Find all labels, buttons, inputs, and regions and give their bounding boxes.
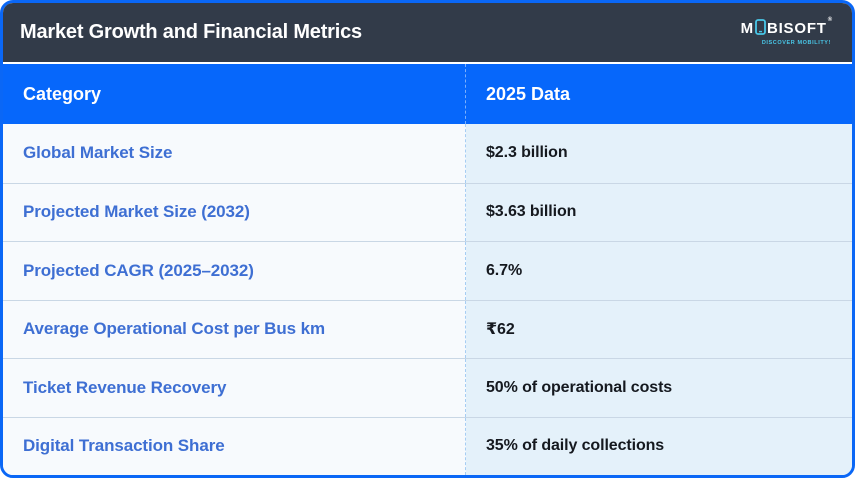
table-row: Global Market Size $2.3 billion xyxy=(3,124,852,183)
value-cell: $2.3 billion xyxy=(466,124,852,183)
wordmark-rest: BISOFT xyxy=(766,19,827,37)
category-cell: Projected CAGR (2025–2032) xyxy=(3,242,466,300)
page-title: Market Growth and Financial Metrics xyxy=(20,21,362,43)
logo-tagline: DISCOVER MOBILITY! xyxy=(761,39,831,46)
column-header-2025-data: 2025 Data xyxy=(486,83,571,104)
category-cell: Projected Market Size (2032) xyxy=(3,183,466,241)
phone-icon xyxy=(755,18,766,38)
table-row: Projected Market Size (2032) $3.63 billi… xyxy=(3,182,852,241)
title-bar: Market Growth and Financial Metrics M BI… xyxy=(3,3,852,64)
table-body: Global Market Size $2.3 billion Projecte… xyxy=(3,124,852,475)
column-header-category: Category xyxy=(3,64,466,124)
category-cell: Digital Transaction Share xyxy=(3,417,466,475)
registered-mark: ® xyxy=(827,16,833,23)
table-row: Digital Transaction Share 35% of daily c… xyxy=(3,416,852,475)
mobisoft-wordmark: M BISOFT ® xyxy=(740,16,833,38)
table-row: Average Operational Cost per Bus km ₹62 xyxy=(3,299,852,358)
value-cell: 50% of operational costs xyxy=(466,359,852,417)
category-cell: Ticket Revenue Recovery xyxy=(3,359,466,417)
value-cell: ₹62 xyxy=(466,300,852,358)
category-cell: Global Market Size xyxy=(3,124,466,183)
value-cell: 35% of daily collections xyxy=(466,417,852,475)
table-header-row: Category 2025 Data xyxy=(3,64,852,124)
table-row: Ticket Revenue Recovery 50% of operation… xyxy=(3,358,852,417)
table-row: Projected CAGR (2025–2032) 6.7% xyxy=(3,241,852,300)
mobisoft-logo: M BISOFT ® DISCOVER MOBILITY! xyxy=(740,16,833,47)
value-cell: $3.63 billion xyxy=(466,183,852,241)
value-cell: 6.7% xyxy=(466,242,852,300)
category-cell: Average Operational Cost per Bus km xyxy=(3,300,466,358)
wordmark-prefix: M xyxy=(740,19,754,37)
